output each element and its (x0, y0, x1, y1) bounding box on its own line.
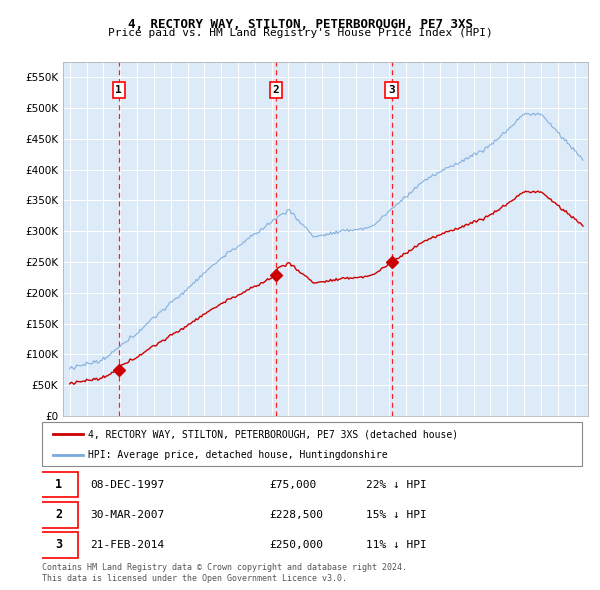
FancyBboxPatch shape (40, 502, 78, 527)
Text: 1: 1 (115, 86, 122, 95)
Text: £228,500: £228,500 (269, 510, 323, 520)
Text: HPI: Average price, detached house, Huntingdonshire: HPI: Average price, detached house, Hunt… (88, 450, 388, 460)
FancyBboxPatch shape (40, 472, 78, 497)
Text: Contains HM Land Registry data © Crown copyright and database right 2024.
This d: Contains HM Land Registry data © Crown c… (42, 563, 407, 583)
Text: Price paid vs. HM Land Registry's House Price Index (HPI): Price paid vs. HM Land Registry's House … (107, 28, 493, 38)
Text: 1: 1 (55, 478, 62, 491)
Text: 3: 3 (55, 539, 62, 552)
Text: 22% ↓ HPI: 22% ↓ HPI (366, 480, 427, 490)
FancyBboxPatch shape (42, 422, 582, 466)
Text: 2: 2 (272, 86, 279, 95)
FancyBboxPatch shape (40, 532, 78, 558)
Text: 2: 2 (55, 508, 62, 522)
Text: £250,000: £250,000 (269, 540, 323, 550)
Text: 15% ↓ HPI: 15% ↓ HPI (366, 510, 427, 520)
Text: 30-MAR-2007: 30-MAR-2007 (91, 510, 165, 520)
Text: 08-DEC-1997: 08-DEC-1997 (91, 480, 165, 490)
Text: 3: 3 (388, 86, 395, 95)
Text: 4, RECTORY WAY, STILTON, PETERBOROUGH, PE7 3XS: 4, RECTORY WAY, STILTON, PETERBOROUGH, P… (128, 18, 473, 31)
Text: 21-FEB-2014: 21-FEB-2014 (91, 540, 165, 550)
Text: 4, RECTORY WAY, STILTON, PETERBOROUGH, PE7 3XS (detached house): 4, RECTORY WAY, STILTON, PETERBOROUGH, P… (88, 430, 458, 439)
Text: £75,000: £75,000 (269, 480, 316, 490)
Text: 11% ↓ HPI: 11% ↓ HPI (366, 540, 427, 550)
